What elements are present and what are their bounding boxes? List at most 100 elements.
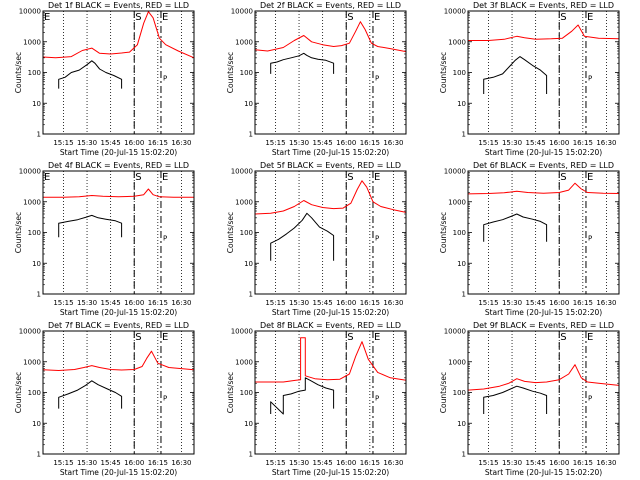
y-axis-label: Counts/sec [14, 212, 23, 253]
x-axis-label: Start Time (20-Jul-15 15:02:20) [272, 468, 389, 477]
chart-panel-1: Det 1f BLACK = Events, RED = LLD 15:15 15:… [14, 1, 195, 157]
x-tick-label: 16:15 [148, 459, 168, 467]
y-tick-label: 10 [32, 420, 41, 428]
x-tick-label: 16:00 [124, 139, 144, 147]
x-tick-label: 15:15 [53, 139, 73, 147]
chart-panel-8: Det 8f BLACK = Events, RED = LLD 15:15 15:… [226, 321, 407, 477]
plot-frame [42, 10, 195, 135]
chart-title: Det 1f BLACK = Events, RED = LLD [48, 1, 189, 10]
y-tick-label: 10 [244, 100, 253, 108]
marker-e-label: E [587, 172, 593, 183]
y-axis-label: Counts/sec [14, 52, 23, 93]
x-axis-label: Start Time (20-Jul-15 15:02:20) [60, 308, 177, 317]
x-tick-label: 16:00 [336, 139, 356, 147]
x-axis-label: Start Time (20-Jul-15 15:02:20) [272, 148, 389, 157]
x-tick-label: 16:30 [596, 459, 616, 467]
x-tick-label: 16:30 [383, 139, 403, 147]
y-tick-label: 1 [249, 451, 253, 459]
plot-frame [254, 170, 407, 295]
marker-e-label: E [587, 332, 593, 343]
marker-e-label: E [162, 332, 168, 343]
y-axis-label: Counts/sec [439, 372, 448, 413]
marker-p-label: P [163, 394, 167, 402]
y-tick-label: 1 [37, 451, 41, 459]
x-tick-label: 16:00 [124, 299, 144, 307]
y-tick-label: 100 [240, 69, 253, 77]
y-tick-label: 1000 [235, 38, 253, 46]
marker-s-label: S [347, 172, 353, 183]
chart-title: Det 2f BLACK = Events, RED = LLD [260, 1, 401, 10]
chart-panel-7: Det 7f BLACK = Events, RED = LLD 15:15 15:… [14, 321, 195, 477]
lld-series-line [467, 364, 620, 391]
marker-p-label: P [375, 234, 379, 242]
x-tick-label: 15:15 [265, 299, 285, 307]
x-tick-label: 15:45 [313, 459, 333, 467]
y-tick-label: 1 [462, 291, 466, 299]
x-tick-label: 16:00 [124, 459, 144, 467]
marker-p-label: P [163, 74, 167, 82]
y-tick-label: 1 [37, 291, 41, 299]
lld-series-line [254, 180, 407, 215]
marker-e-label: E [162, 12, 168, 23]
x-axis-label: Start Time (20-Jul-15 15:02:20) [60, 468, 177, 477]
x-tick-label: 16:30 [383, 299, 403, 307]
x-tick-label: 15:45 [526, 139, 546, 147]
chart-title: Det 9f BLACK = Events, RED = LLD [473, 321, 614, 330]
y-tick-label: 100 [240, 229, 253, 237]
y-tick-label: 1000 [448, 198, 466, 206]
y-tick-label: 1000 [23, 198, 41, 206]
marker-e-label: E [374, 12, 380, 23]
x-tick-label: 16:30 [596, 139, 616, 147]
y-axis-label: Counts/sec [226, 372, 235, 413]
x-tick-label: 15:30 [77, 459, 97, 467]
y-axis-label: Counts/sec [226, 212, 235, 253]
lld-series-line [467, 182, 620, 195]
y-tick-label: 10000 [231, 8, 253, 16]
events-series-line [58, 214, 123, 238]
lld-series-line [468, 24, 620, 41]
y-tick-label: 10 [244, 420, 253, 428]
marker-s-label: S [560, 172, 566, 183]
y-tick-label: 100 [240, 389, 253, 397]
plot-frame [467, 330, 620, 455]
marker-s-label: S [347, 332, 353, 343]
x-axis-label: Start Time (20-Jul-15 15:02:20) [60, 148, 177, 157]
x-tick-label: 15:45 [313, 299, 333, 307]
marker-e-label: E [162, 172, 168, 183]
plot-frame [42, 170, 195, 295]
y-tick-label: 10000 [231, 168, 253, 176]
x-axis-label: Start Time (20-Jul-15 15:02:20) [485, 468, 602, 477]
marker-p-label: P [375, 394, 379, 402]
x-tick-label: 16:30 [171, 139, 191, 147]
x-axis-label: Start Time (20-Jul-15 15:02:20) [485, 308, 602, 317]
marker-s-label: S [135, 12, 141, 23]
y-tick-label: 1 [462, 131, 466, 139]
x-tick-label: 16:15 [148, 299, 168, 307]
chart-panel-3: Det 3f BLACK = Events, RED = LLD 15:15 15:… [439, 1, 620, 157]
chart-title: Det 6f BLACK = Events, RED = LLD [473, 161, 614, 170]
y-tick-label: 10000 [444, 168, 466, 176]
y-tick-label: 1000 [23, 38, 41, 46]
y-tick-label: 10 [32, 260, 41, 268]
y-tick-label: 10000 [444, 328, 466, 336]
plot-frame [467, 170, 620, 295]
x-tick-label: 15:45 [526, 459, 546, 467]
x-tick-label: 16:00 [336, 299, 356, 307]
y-tick-label: 1 [462, 451, 466, 459]
y-tick-label: 10000 [444, 8, 466, 16]
x-tick-label: 15:15 [53, 459, 73, 467]
x-tick-label: 16:30 [383, 459, 403, 467]
events-series-line [58, 60, 123, 89]
x-tick-label: 15:30 [502, 139, 522, 147]
y-tick-label: 1 [249, 291, 253, 299]
x-tick-label: 15:30 [77, 299, 97, 307]
x-tick-label: 16:00 [549, 139, 569, 147]
x-tick-label: 15:45 [101, 139, 121, 147]
marker-p-label: P [588, 234, 592, 242]
x-tick-label: 15:15 [265, 459, 285, 467]
chart-title: Det 4f BLACK = Events, RED = LLD [48, 161, 189, 170]
y-tick-label: 1 [249, 131, 253, 139]
lld-series-line [43, 188, 194, 198]
chart-panel-6: Det 6f BLACK = Events, RED = LLD 15:15 15:… [439, 161, 620, 317]
